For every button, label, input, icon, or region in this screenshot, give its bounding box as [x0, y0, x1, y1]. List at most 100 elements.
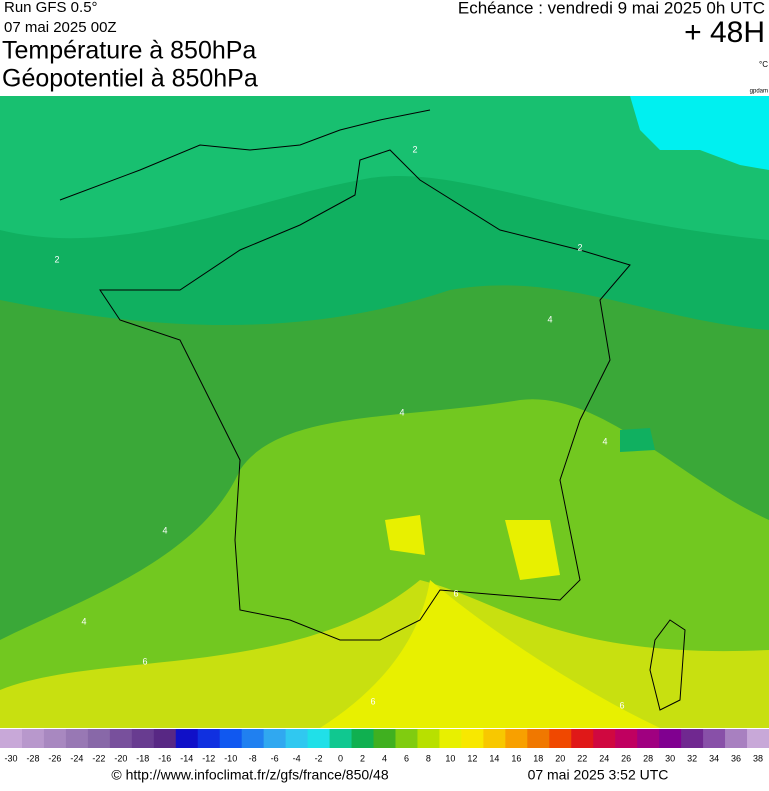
colorbar-label: -8 [249, 753, 257, 763]
unit: °C [759, 60, 768, 69]
colorbar-cell [527, 729, 550, 748]
colorbar-cell [263, 729, 287, 748]
contour-labels: 2 2 2 4 4 4 4 4 6 6 6 6 [54, 144, 624, 710]
colorbar-cell [351, 729, 375, 748]
colorbar-label: 22 [577, 753, 587, 763]
colorbar-cell [219, 729, 243, 748]
contour-label: 2 [577, 242, 582, 252]
colorbar-label: 20 [555, 753, 565, 763]
coastline [59, 109, 431, 201]
credit: gpdam [750, 89, 768, 95]
colorbar-label: 4 [382, 753, 387, 763]
colorbar-cell [505, 729, 528, 748]
contour-label: 4 [399, 407, 404, 417]
colorbar-label: 2 [360, 753, 365, 763]
map [0, 96, 769, 729]
colorbar-label: 34 [709, 753, 719, 763]
colorbar-cell [0, 729, 23, 748]
contour-label: 2 [54, 254, 59, 264]
lead-time: + 48H [684, 16, 765, 49]
colorbar-cell [747, 729, 769, 748]
colorbar-cell [175, 729, 199, 748]
colorbar-cell [439, 729, 462, 748]
footer-date: 07 mai 2025 3:52 UTC [528, 767, 669, 783]
colorbar-label: -6 [271, 753, 279, 763]
colorbar-label: -24 [70, 753, 83, 763]
contour-label: 6 [619, 700, 624, 710]
island-outline [649, 619, 686, 711]
colorbar-cell [285, 729, 309, 748]
colorbar-cell [659, 729, 682, 748]
contour-label: 2 [412, 144, 417, 154]
colorbar-label: -16 [158, 753, 171, 763]
colorbar-cell [329, 729, 353, 748]
colorbar-label: -20 [114, 753, 127, 763]
colorbar-cell [241, 729, 265, 748]
title: Température à 850hPa [2, 37, 256, 65]
colorbar-cell [153, 729, 177, 748]
colorbar-cell [483, 729, 506, 748]
colorbar-label: 10 [445, 753, 455, 763]
colorbar-cell [593, 729, 616, 748]
colorbar-label: -18 [136, 753, 149, 763]
colorbar-cell [307, 729, 331, 748]
colorbar-cell [725, 729, 748, 748]
colorbar-label: 12 [467, 753, 477, 763]
colorbar-label: -14 [180, 753, 193, 763]
colorbar-label: -26 [48, 753, 61, 763]
contour-label: 6 [370, 696, 375, 706]
colorbar-cell [373, 729, 396, 748]
title: Géopotentiel à 850hPa [2, 65, 258, 93]
run-date: 07 mai 2025 00Z [4, 19, 117, 36]
contour-label: 6 [453, 588, 458, 598]
colorbar-label: 6 [404, 753, 409, 763]
colorbar-label: 18 [533, 753, 543, 763]
country-outline [99, 149, 631, 641]
contour-label: 4 [547, 314, 552, 324]
colorbar-cell [549, 729, 572, 748]
colorbar-cell [87, 729, 111, 748]
colorbar-label: 36 [731, 753, 741, 763]
colorbar-cell [615, 729, 638, 748]
colorbar-label: 8 [426, 753, 431, 763]
colorbar-label: 14 [489, 753, 499, 763]
colorbar-cell [703, 729, 726, 748]
colorbar-label: -2 [315, 753, 323, 763]
colorbar-cell [417, 729, 440, 748]
colorbar-cell [21, 729, 45, 748]
run: Run GFS 0.5° [4, 0, 98, 16]
field [320, 515, 660, 728]
colorbar-cell [571, 729, 594, 748]
contour-label: 6 [142, 656, 147, 666]
colorbar-label: 26 [621, 753, 631, 763]
colorbar-cell [65, 729, 89, 748]
colorbar-cell [197, 729, 221, 748]
contour-label: 4 [162, 525, 167, 535]
colorbar-cell [395, 729, 418, 748]
colorbar-cell [637, 729, 660, 748]
colorbar-label: 0 [338, 753, 343, 763]
field [620, 428, 655, 452]
colorbar-label: 38 [753, 753, 763, 763]
footer-url: © http://www.infoclimat.fr/z/gfs/france/… [111, 767, 388, 783]
colorbar-label: 24 [599, 753, 609, 763]
colorbar-label: -22 [92, 753, 105, 763]
colorbar-cell [681, 729, 704, 748]
colorbar-label: 30 [665, 753, 675, 763]
contour-label: 4 [602, 436, 607, 446]
colorbar-label: 32 [687, 753, 697, 763]
field [630, 96, 769, 170]
contour-label: 4 [81, 616, 86, 626]
colorbar-label: -10 [224, 753, 237, 763]
colorbar-cell [109, 729, 133, 748]
colorbar-label: -28 [26, 753, 39, 763]
colorbar-label: -30 [4, 753, 17, 763]
colorbar-cell [131, 729, 155, 748]
colorbar-label: 28 [643, 753, 653, 763]
colorbar-label: -12 [202, 753, 215, 763]
colorbar-label: 16 [511, 753, 521, 763]
colorbar: -30 -28 -26 -24 -22 -20 -18 -16 -14 -12 -10 -8 -6 -4-… [0, 729, 769, 763]
colorbar-cell [461, 729, 484, 748]
